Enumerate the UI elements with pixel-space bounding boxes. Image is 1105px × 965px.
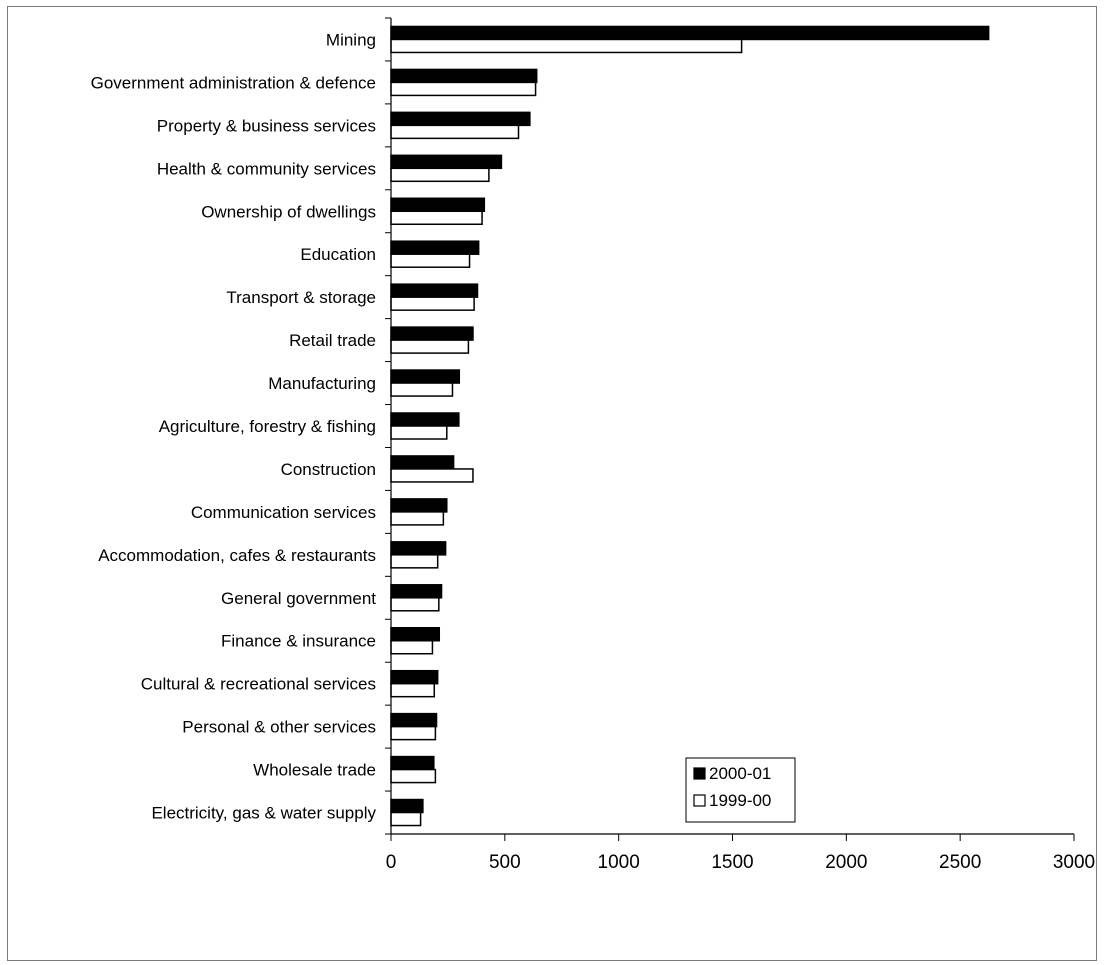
bar-series-1 <box>390 712 438 728</box>
bar-series-2 <box>390 339 470 354</box>
bar-series-2 <box>390 382 454 397</box>
bar-series-2 <box>390 124 520 140</box>
category-label: Ownership of dwellings <box>201 202 376 221</box>
x-tick-label: 0 <box>386 852 397 873</box>
category-label: Wholesale trade <box>253 761 376 780</box>
bar-series-2 <box>390 682 436 698</box>
bars-group <box>390 25 990 827</box>
bar-series-1 <box>390 541 447 556</box>
legend: 2000-01 1999-00 <box>685 757 796 823</box>
x-tick-label: 2000 <box>825 852 867 873</box>
category-label: Education <box>300 245 376 264</box>
bar-series-2 <box>390 554 439 569</box>
bar-series-2 <box>390 38 743 54</box>
category-label: Finance & insurance <box>221 632 376 651</box>
bar-series-2 <box>390 253 471 268</box>
x-tick-label: 1500 <box>711 852 753 873</box>
bar-series-1 <box>390 798 424 814</box>
category-label: Cultural & recreational services <box>141 675 376 694</box>
legend-label: 1999-00 <box>709 791 771 810</box>
category-label: Personal & other services <box>182 718 376 737</box>
bar-series-1 <box>390 369 461 384</box>
category-label: Government administration & defence <box>91 73 376 92</box>
bar-series-1 <box>390 25 990 41</box>
bar-series-1 <box>390 68 538 84</box>
bar-series-2 <box>390 81 537 97</box>
bar-series-2 <box>390 167 490 183</box>
bar-series-2 <box>390 725 437 741</box>
bar-series-2 <box>390 425 448 440</box>
bar-series-1 <box>390 283 479 298</box>
category-label: Manufacturing <box>268 374 376 393</box>
bar-series-1 <box>390 111 531 127</box>
bar-series-1 <box>390 755 435 771</box>
category-label: Health & community services <box>157 159 376 178</box>
x-tick-label: 1000 <box>598 852 640 873</box>
bar-series-2 <box>390 639 434 655</box>
category-label: Property & business services <box>157 116 376 135</box>
bar-series-2 <box>390 296 475 311</box>
legend-swatch <box>693 794 706 807</box>
category-label: Electricity, gas & water supply <box>151 804 376 823</box>
bar-series-1 <box>390 584 443 599</box>
x-tick-label: 2500 <box>939 852 981 873</box>
bar-series-1 <box>390 412 460 427</box>
bar-series-2 <box>390 511 445 526</box>
category-label: Agriculture, forestry & fishing <box>159 417 376 436</box>
x-tick-label: 3000 <box>1053 852 1095 873</box>
bar-series-2 <box>390 597 440 612</box>
chart-frame <box>7 6 1097 961</box>
bar-series-2 <box>390 768 437 784</box>
category-label: Retail trade <box>289 331 376 350</box>
category-label: Communication services <box>191 503 376 522</box>
category-label: Construction <box>281 460 376 479</box>
bar-series-2 <box>390 811 422 827</box>
bar-series-1 <box>390 154 503 170</box>
bar-series-1 <box>390 326 474 341</box>
category-label: General government <box>221 589 376 608</box>
bar-series-2 <box>390 468 474 483</box>
category-label: Accommodation, cafes & restaurants <box>98 546 376 565</box>
bar-series-2 <box>390 210 483 226</box>
bar-series-1 <box>390 626 441 642</box>
category-labels: Mining Government administration & defenc… <box>91 30 377 822</box>
bar-series-1 <box>390 455 455 470</box>
bar-series-1 <box>390 498 448 513</box>
bar-series-1 <box>390 240 480 255</box>
axes: 0 500 1000 1500 2000 2500 3000 <box>385 17 1095 873</box>
x-tick-label: 500 <box>489 852 521 873</box>
legend-label: 2000-01 <box>709 764 771 783</box>
bar-series-1 <box>390 669 439 685</box>
bar-series-1 <box>390 197 486 213</box>
category-label: Mining <box>326 30 376 49</box>
category-label: Transport & storage <box>226 288 376 307</box>
legend-swatch <box>693 767 706 780</box>
